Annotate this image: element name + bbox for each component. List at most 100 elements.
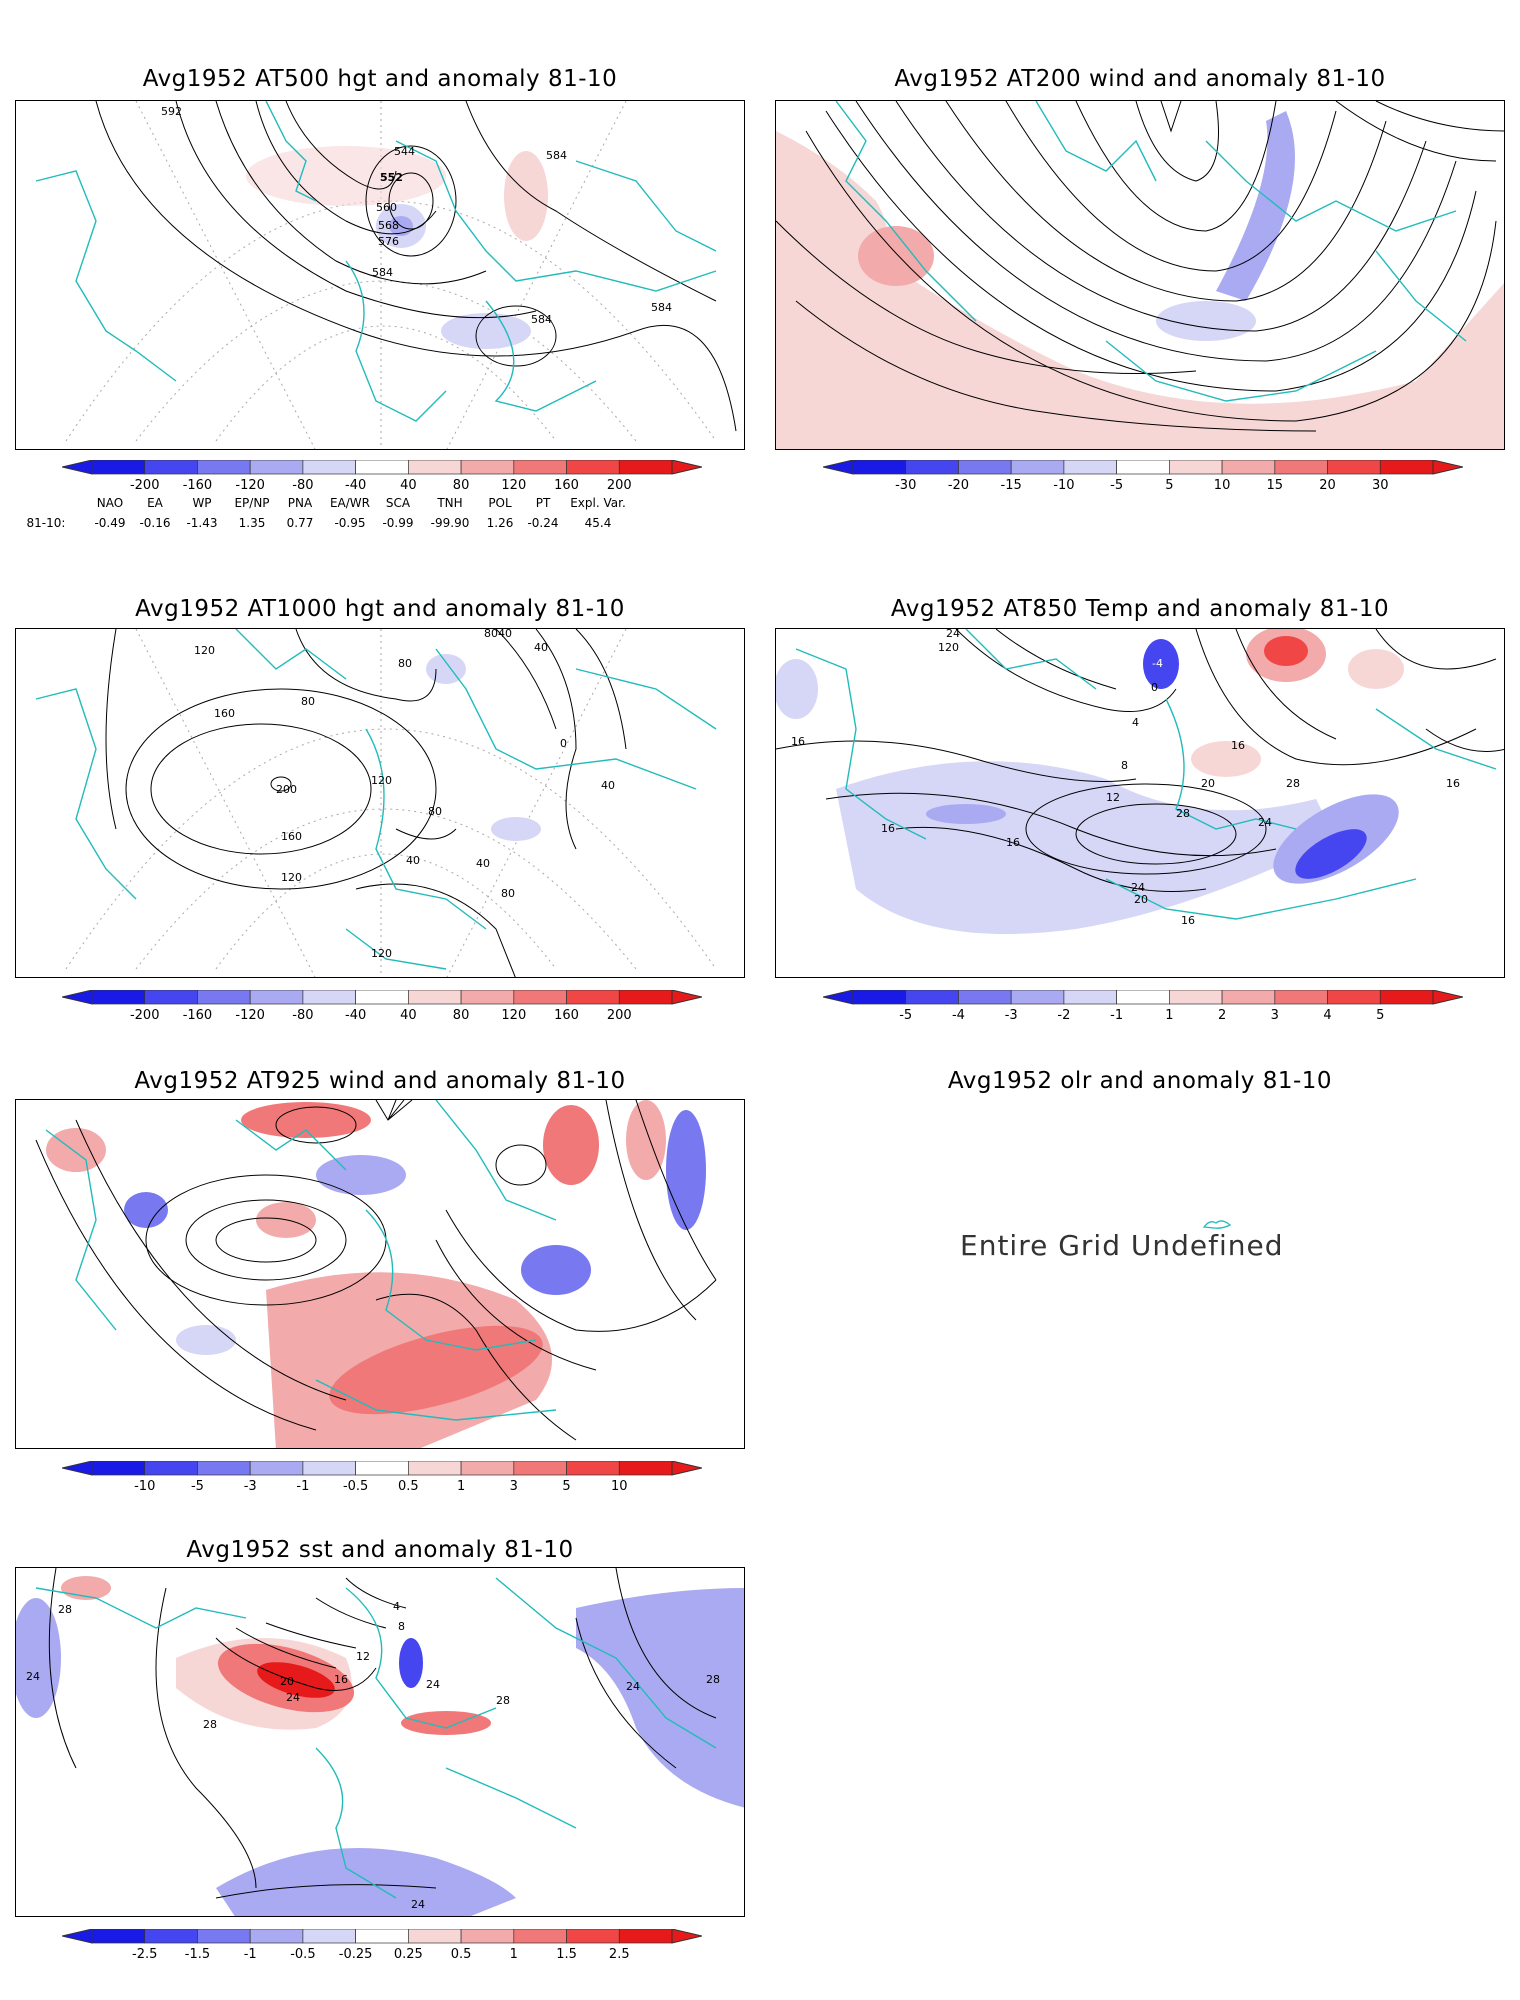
contour-labels: 120 80 40 80 40 80 160 200 160 120 120 8…: [194, 629, 615, 960]
panel-title-olr: Avg1952 olr and anomaly 81-10: [947, 1068, 1333, 1094]
contour-label: 24: [946, 629, 960, 640]
colorbar-tick-label: -15: [1000, 478, 1022, 493]
colorbar-tick-label: -40: [345, 478, 367, 493]
index-value: -1.43: [186, 516, 218, 530]
contour-label: 28: [203, 1718, 217, 1731]
contour-label: 544: [394, 145, 415, 158]
temp-contours: [776, 629, 1504, 892]
contour-label: 120: [371, 774, 392, 787]
anomaly-shading: [16, 1576, 744, 1916]
map-sst: 28 24 4 8 12 16 20 24 28 28 24 28 24 24: [15, 1567, 745, 1917]
colorbar-tick-label: 120: [501, 1008, 527, 1023]
contour-label: 24: [411, 1898, 425, 1911]
index-name: EP/NP: [234, 496, 270, 510]
contour-label: 40: [476, 857, 490, 870]
map-hgt500: 592 544 552 560 568 576 584 584 584 584: [15, 100, 745, 450]
panel-title-wind925: Avg1952 AT925 wind and anomaly 81-10: [134, 1068, 626, 1094]
contour-label: 40: [601, 779, 615, 792]
colorbar-tick-label: 3: [509, 1479, 518, 1494]
contour-label: 16: [334, 1673, 348, 1686]
colorbar-tick-label: -1.5: [184, 1947, 211, 1962]
colorbar-tick-label: 1.5: [556, 1947, 577, 1962]
contour-label: 20: [1134, 893, 1148, 906]
contour-label: 120: [194, 644, 215, 657]
grid-lines: [65, 629, 717, 977]
colorbar-tick-label: 200: [606, 478, 632, 493]
map-olr: Entire Grid Undefined: [775, 1099, 1505, 1449]
colorbar-tick-label: 160: [554, 1008, 579, 1023]
colorbar-tick-label: 1: [456, 1479, 466, 1494]
index-name: Expl. Var.: [570, 496, 626, 510]
index-value: -0.99: [382, 516, 414, 530]
colorbar-tick-label: 120: [501, 478, 527, 493]
index-value: -0.49: [94, 516, 126, 530]
colorbar-tick-label: -80: [292, 478, 314, 493]
colorbar-tick-label: 40: [400, 478, 417, 493]
contour-label: 16: [1231, 739, 1245, 752]
contour-label: 80: [428, 805, 442, 818]
colorbar-tick-label: 80: [452, 1008, 470, 1023]
contour-label: 80: [301, 695, 315, 708]
contour-labels: 28 24 4 8 12 16 20 24 28 28 24 28 24 24: [26, 1600, 720, 1911]
contour-label: 24: [426, 1678, 440, 1691]
contour-label: 20: [280, 1675, 294, 1688]
contour-label: 552: [380, 171, 403, 184]
index-name: EA/WR: [329, 496, 371, 510]
colorbar-tick-label: -1: [296, 1479, 310, 1494]
index-value: -0.95: [334, 516, 366, 530]
colorbar-tick-label: -5: [899, 1008, 913, 1023]
anomaly-shading: [776, 111, 1504, 449]
contour-label: 28: [1176, 807, 1190, 820]
index-name: POL: [488, 496, 512, 510]
panel-title-wind200: Avg1952 AT200 wind and anomaly 81-10: [894, 66, 1386, 92]
contour-label: 160: [281, 830, 302, 843]
index-name: PT: [535, 496, 551, 510]
anomaly-shading: [46, 1100, 706, 1448]
index-row-label: 81-10:: [26, 516, 66, 530]
colorbar-tick-label: -30: [895, 478, 917, 493]
colorbar-tick-label: 4: [1323, 1008, 1332, 1023]
colorbar-tick-label: 15: [1266, 478, 1284, 493]
map-wind925: [15, 1099, 745, 1449]
anomaly-shading: [426, 654, 541, 841]
coastlines: [45, 1100, 557, 1421]
contour-label: 28: [1286, 777, 1300, 790]
contour-label: 8: [1121, 759, 1128, 772]
contour-label: 568: [378, 219, 399, 232]
height-contours: [105, 629, 627, 977]
contour-label: 40: [534, 641, 548, 654]
contour-label: 24: [1258, 816, 1272, 829]
colorbar-tick-label: 10: [1213, 478, 1231, 493]
colorbar-tick-label: 10: [610, 1479, 628, 1494]
contour-label: 16: [791, 735, 805, 748]
contour-label: 584: [546, 149, 567, 162]
contour-label: 160: [214, 707, 235, 720]
colorbar-tick-label: 1: [1165, 1008, 1174, 1023]
contour-label: 20: [1201, 777, 1215, 790]
panel-title-temp850: Avg1952 AT850 Temp and anomaly 81-10: [890, 596, 1390, 622]
colorbar-tick-label: -0.25: [338, 1947, 373, 1962]
colorbar-tick-label: -1: [243, 1947, 257, 1962]
contour-label: 40: [498, 629, 512, 640]
colorbar-tick-label: 30: [1371, 478, 1389, 493]
contour-label: 120: [371, 947, 392, 960]
small-landmass: [1202, 1220, 1232, 1229]
contour-label: 80: [484, 629, 498, 640]
contour-label: 16: [1006, 836, 1020, 849]
contour-label: 80: [501, 887, 515, 900]
colorbar-tick-label: -0.5: [290, 1947, 316, 1962]
index-value: -0.16: [139, 516, 171, 530]
contour-label: 120: [938, 641, 959, 654]
contour-label: 24: [26, 1670, 40, 1683]
coastlines: [795, 629, 1497, 920]
colorbar-tick-label: -20: [947, 478, 970, 493]
colorbar-tick-label: 40: [400, 1008, 417, 1023]
colorbar-wind925: -10 -5 -3 -1 -0.5 0.5 1 3 5 10: [62, 1461, 702, 1494]
coastlines: [35, 629, 717, 970]
grid-lines: [65, 101, 717, 449]
map-wind200: [775, 100, 1505, 450]
colorbar-tick-label: -2: [1057, 1008, 1071, 1023]
index-value: -99.90: [430, 516, 470, 530]
contour-label: 560: [376, 201, 397, 214]
contour-label: 4: [393, 1600, 400, 1613]
